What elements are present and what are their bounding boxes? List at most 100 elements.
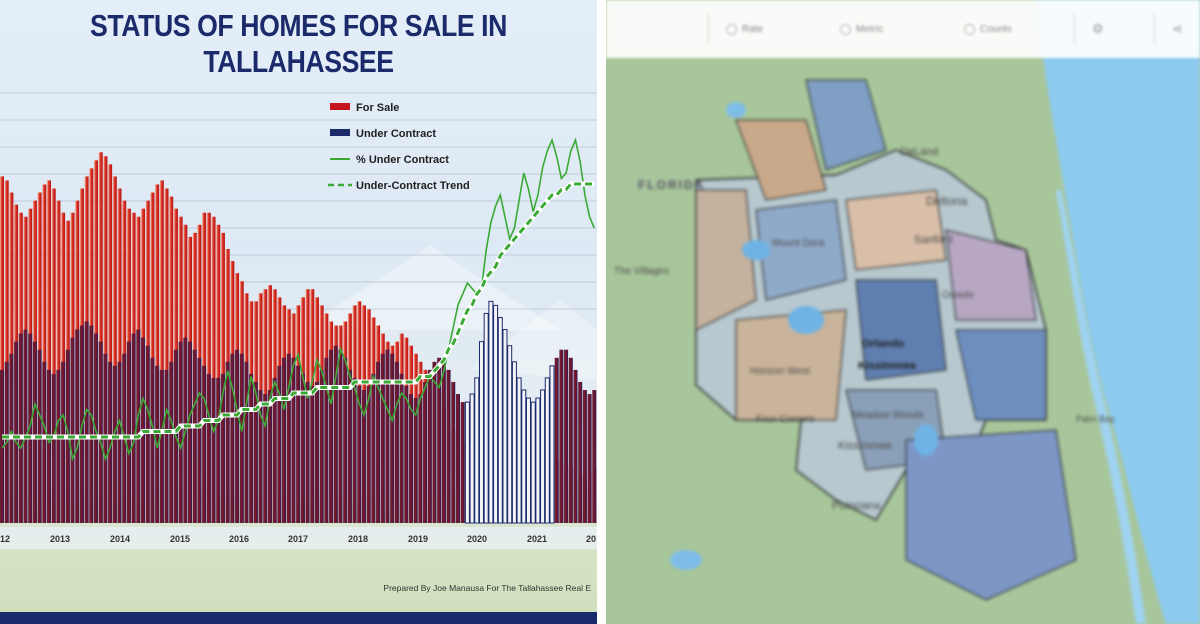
bar-under-contract bbox=[282, 357, 287, 523]
map-label-sanford: Sanford bbox=[914, 234, 953, 246]
bar-under-contract bbox=[145, 345, 150, 523]
bar-under-contract bbox=[258, 390, 263, 523]
toolbar-separator bbox=[708, 14, 709, 44]
map-label-mount-dora: Mount Dora bbox=[772, 238, 825, 249]
bar-under-contract bbox=[441, 361, 446, 523]
x-tick-label: 12 bbox=[0, 534, 10, 544]
bar-under-contract bbox=[117, 361, 122, 523]
bar-for-sale bbox=[211, 216, 216, 523]
bar-for-sale bbox=[47, 180, 52, 523]
bar-under-contract bbox=[178, 341, 183, 523]
bar-for-sale bbox=[103, 156, 108, 523]
x-tick-label: 2021 bbox=[527, 534, 547, 544]
bar-under-contract bbox=[211, 377, 216, 523]
bar-under-contract bbox=[112, 365, 117, 523]
zone bbox=[695, 189, 757, 331]
bar-under-contract bbox=[329, 349, 334, 523]
bar-under-contract bbox=[530, 401, 536, 524]
bar-under-contract bbox=[291, 357, 296, 523]
bar-under-contract bbox=[549, 365, 555, 524]
bar-under-contract bbox=[404, 385, 409, 523]
radio-icon bbox=[840, 24, 851, 35]
bar-for-sale bbox=[164, 188, 169, 523]
bar-under-contract bbox=[192, 349, 197, 523]
bar-for-sale bbox=[169, 196, 174, 523]
legend-swatch bbox=[330, 103, 350, 110]
bar-for-sale bbox=[159, 180, 164, 523]
line-under-contract-trend bbox=[2, 182, 595, 439]
settings-icon[interactable]: ⚙ bbox=[1092, 21, 1104, 36]
toolbar-option-rate[interactable]: Rate bbox=[726, 24, 763, 35]
map-label-four-corners: Four Corners bbox=[756, 414, 815, 425]
bar-under-contract bbox=[507, 345, 513, 524]
chart-plot: 12 2013 2014 2015 2016 2017 2018 2019 2020 2021 20… bbox=[0, 92, 597, 549]
map-toolbar: Rate Metric Counts ⚙ ⋖ bbox=[606, 0, 1200, 58]
bar-under-contract bbox=[357, 385, 362, 523]
bar-under-contract bbox=[559, 349, 564, 523]
bar-for-sale bbox=[42, 184, 47, 524]
bar-under-contract bbox=[502, 329, 508, 524]
lake bbox=[742, 240, 770, 260]
zone bbox=[945, 229, 1037, 321]
bar-under-contract bbox=[437, 357, 442, 523]
bar-under-contract bbox=[169, 361, 174, 523]
bottom-strip bbox=[0, 612, 597, 624]
toolbar-option-counts[interactable]: Counts bbox=[964, 24, 1012, 35]
bar-under-contract bbox=[23, 329, 28, 523]
toolbar-separator bbox=[1074, 14, 1075, 44]
bar-for-sale bbox=[98, 152, 103, 524]
legend-label: For Sale bbox=[356, 102, 399, 114]
bar-under-contract bbox=[225, 361, 230, 523]
bar-under-contract bbox=[493, 304, 499, 524]
bar-under-contract bbox=[296, 365, 301, 523]
bar-under-contract bbox=[394, 361, 399, 523]
toolbar-option-metric[interactable]: Metric bbox=[840, 24, 883, 35]
bar-under-contract bbox=[131, 333, 136, 523]
bar-under-contract bbox=[516, 377, 522, 524]
bar-under-contract bbox=[418, 394, 423, 523]
x-tick-label: 2014 bbox=[110, 534, 130, 544]
bar-under-contract bbox=[535, 397, 541, 524]
map-label-palm-bay: Palm Bay bbox=[1076, 414, 1115, 424]
bar-under-contract bbox=[84, 321, 89, 523]
map-canvas[interactable]: DeLand Deltona FLORIDA The Villages Moun… bbox=[606, 0, 1200, 624]
bar-under-contract bbox=[333, 345, 338, 523]
bar-under-contract bbox=[47, 369, 52, 523]
bar-under-contract bbox=[61, 361, 66, 523]
bar-under-contract bbox=[582, 390, 587, 523]
bar-under-contract bbox=[488, 300, 494, 524]
bar-under-contract bbox=[478, 341, 484, 524]
bar-under-contract bbox=[244, 361, 249, 523]
line-pct-under-contract bbox=[1, 137, 596, 462]
bar-under-contract bbox=[32, 341, 37, 523]
chart-credit: Prepared By Joe Manausa For The Tallahas… bbox=[383, 583, 591, 593]
share-icon[interactable]: ⋖ bbox=[1172, 21, 1183, 36]
bar-for-sale bbox=[112, 176, 117, 524]
zone bbox=[905, 429, 1077, 601]
legend-label: Under-Contract Trend bbox=[356, 180, 470, 192]
lake bbox=[726, 102, 746, 118]
bar-under-contract bbox=[314, 381, 319, 523]
bar-under-contract bbox=[390, 353, 395, 523]
bar-under-contract bbox=[361, 390, 366, 523]
zone bbox=[855, 279, 947, 381]
bar-under-contract bbox=[564, 349, 569, 523]
bar-for-sale bbox=[51, 188, 56, 523]
bar-under-contract bbox=[483, 312, 489, 524]
zone bbox=[845, 189, 947, 271]
bar-under-contract bbox=[310, 385, 315, 523]
bar-for-sale bbox=[4, 180, 9, 523]
map-panel: DeLand Deltona FLORIDA The Villages Moun… bbox=[606, 0, 1200, 624]
toolbar-option-label: Rate bbox=[742, 24, 764, 36]
legend-label: Under Contract bbox=[356, 128, 436, 140]
bar-under-contract bbox=[272, 377, 277, 523]
bar-under-contract bbox=[319, 369, 324, 523]
bar-under-contract bbox=[164, 369, 169, 523]
x-tick-label: 20 bbox=[586, 534, 596, 544]
map-label-orlando: Orlando bbox=[862, 338, 905, 350]
bar-under-contract bbox=[427, 369, 432, 523]
map-label-oviedo: Oviedo bbox=[942, 290, 974, 301]
panel-divider bbox=[597, 0, 606, 624]
toolbar-separator bbox=[1154, 14, 1155, 44]
bar-under-contract bbox=[455, 394, 460, 523]
